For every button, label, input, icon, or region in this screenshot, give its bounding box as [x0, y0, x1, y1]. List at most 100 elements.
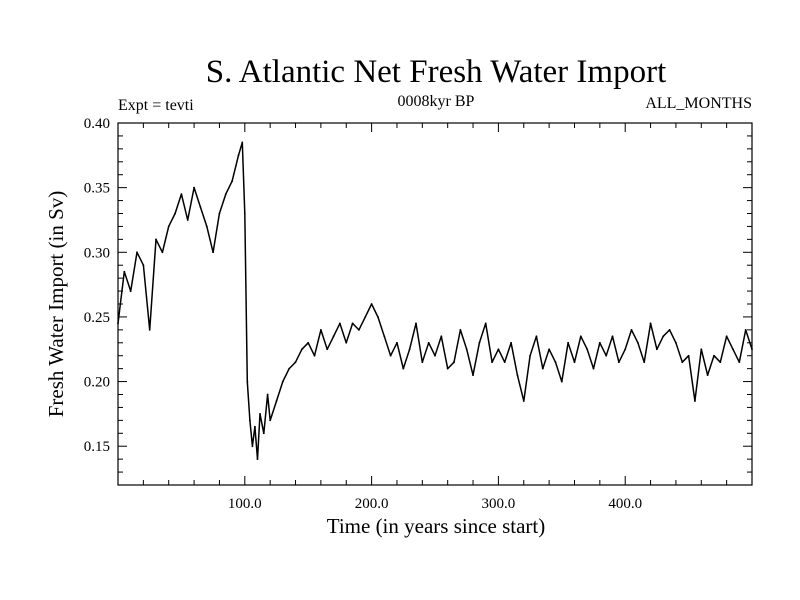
- data-point: [136, 251, 138, 254]
- series-line: [117, 141, 753, 460]
- data-point: [713, 354, 715, 357]
- data-point: [592, 367, 595, 370]
- data-point: [573, 361, 576, 364]
- data-point: [675, 341, 677, 344]
- data-point: [332, 335, 335, 338]
- months-label: ALL_MONTHS: [645, 95, 752, 112]
- series-group: [117, 141, 753, 461]
- data-point: [732, 348, 734, 351]
- data-point: [155, 238, 157, 241]
- data-point: [662, 335, 665, 338]
- data-point: [567, 341, 570, 344]
- data-point: [383, 335, 386, 338]
- data-point: [326, 348, 329, 351]
- experiment-label: Expt = tevti: [118, 97, 194, 114]
- data-point: [440, 335, 443, 338]
- data-point: [254, 425, 256, 428]
- data-point: [370, 303, 373, 305]
- y-tick-label: 0.40: [84, 116, 110, 132]
- data-point: [694, 400, 696, 402]
- data-point: [643, 361, 646, 364]
- data-point: [738, 361, 741, 364]
- data-point: [408, 348, 411, 351]
- x-tick-label: 100.0: [228, 496, 262, 512]
- data-point: [535, 335, 538, 338]
- data-point: [478, 341, 481, 344]
- data-point: [503, 361, 506, 364]
- data-point: [522, 400, 525, 402]
- data-point: [288, 367, 291, 370]
- data-point: [275, 400, 278, 402]
- data-point: [339, 322, 341, 325]
- data-point: [706, 374, 709, 377]
- data-point: [307, 341, 310, 344]
- data-point: [259, 412, 261, 415]
- data-point: [649, 322, 652, 325]
- x-tick-label: 300.0: [482, 496, 516, 512]
- data-point: [491, 361, 493, 364]
- data-point: [224, 193, 227, 196]
- data-point: [396, 341, 398, 344]
- y-tick-label: 0.30: [84, 245, 110, 261]
- data-point: [174, 212, 176, 215]
- data-point: [617, 361, 620, 364]
- data-point: [446, 367, 449, 370]
- data-point: [129, 290, 132, 292]
- plot-frame: [117, 122, 753, 486]
- data-point: [636, 341, 639, 344]
- data-point: [319, 328, 322, 331]
- data-point: [560, 380, 563, 383]
- data-point: [516, 374, 519, 377]
- x-axis-label: Time (in years since start): [327, 514, 546, 538]
- data-point: [548, 348, 551, 351]
- data-point: [484, 322, 487, 325]
- data-point: [117, 322, 119, 325]
- data-point: [377, 316, 379, 318]
- data-point: [186, 219, 189, 221]
- data-point: [586, 348, 589, 351]
- data-point: [510, 341, 512, 344]
- data-point: [241, 141, 244, 144]
- data-point: [427, 341, 430, 344]
- data-point: [459, 328, 462, 331]
- data-point: [345, 341, 348, 344]
- data-point: [744, 328, 747, 331]
- data-point: [161, 251, 164, 254]
- data-point: [598, 341, 601, 344]
- chart-title: S. Atlantic Net Fresh Water Import: [206, 54, 667, 90]
- data-point: [193, 186, 195, 189]
- data-point: [364, 316, 367, 318]
- data-point: [243, 212, 246, 215]
- y-tick-label: 0.35: [84, 181, 110, 197]
- data-point: [123, 270, 126, 273]
- data-point: [262, 432, 265, 435]
- y-tick-label: 0.25: [84, 310, 110, 326]
- data-point: [554, 361, 557, 364]
- data-point: [541, 367, 544, 370]
- data-point: [246, 380, 249, 383]
- y-tick-label: 0.15: [84, 439, 110, 455]
- data-point: [269, 419, 272, 422]
- data-point: [237, 154, 240, 157]
- data-point: [751, 348, 753, 351]
- data-point: [465, 348, 468, 351]
- data-point: [281, 380, 284, 383]
- data-point: [251, 445, 254, 448]
- data-point: [579, 335, 582, 338]
- period-label: 0008kyr BP: [398, 93, 475, 110]
- data-point: [700, 348, 703, 351]
- data-point: [142, 264, 145, 267]
- data-point: [687, 354, 690, 357]
- data-point: [212, 251, 215, 254]
- data-point: [294, 361, 297, 364]
- data-point: [719, 361, 722, 364]
- data-point: [256, 458, 259, 461]
- data-point: [624, 348, 627, 351]
- data-point: [668, 328, 671, 331]
- data-point: [358, 328, 360, 331]
- data-point: [630, 328, 633, 331]
- x-tick-label: 400.0: [608, 496, 642, 512]
- data-point: [656, 348, 658, 351]
- data-point: [415, 322, 417, 325]
- data-point: [248, 419, 251, 422]
